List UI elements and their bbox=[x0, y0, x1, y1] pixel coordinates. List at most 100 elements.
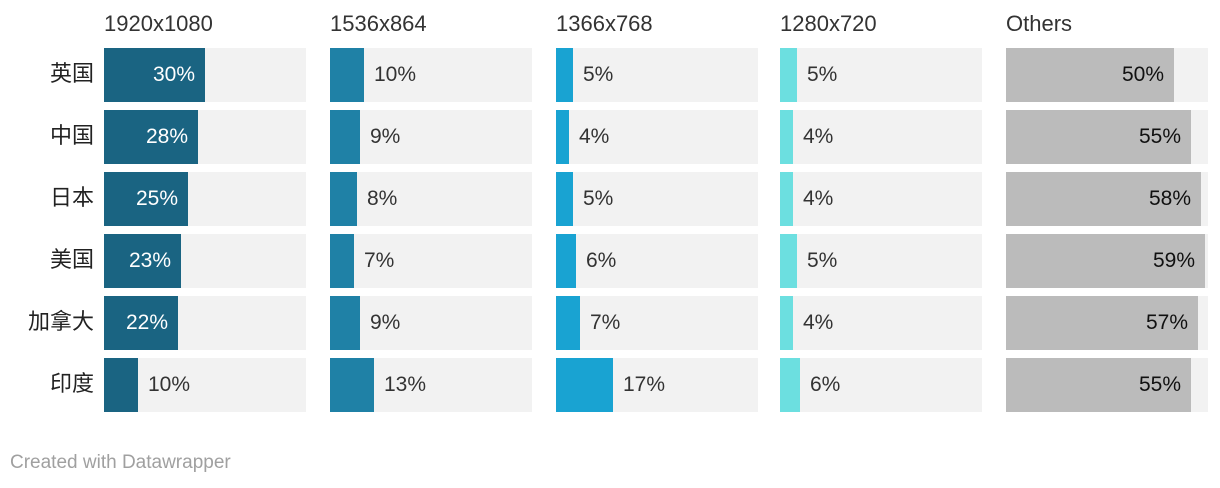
bar-value-label: 6% bbox=[810, 373, 841, 396]
column-header: 1536x864 bbox=[330, 11, 427, 36]
bar-value-label: 9% bbox=[370, 125, 401, 148]
bar bbox=[104, 48, 205, 102]
bar-value-label: 4% bbox=[803, 311, 834, 334]
bar-value-label: 23% bbox=[128, 249, 171, 272]
bar bbox=[1006, 358, 1191, 412]
bar-value-label: 6% bbox=[586, 249, 617, 272]
bar bbox=[104, 358, 138, 412]
bar-track: 50% bbox=[1006, 48, 1208, 102]
column-header: 1366x768 bbox=[556, 11, 653, 36]
bar-value-label: 25% bbox=[135, 187, 178, 210]
bar-value-label: 4% bbox=[803, 125, 834, 148]
row-label: 中国 bbox=[49, 124, 94, 149]
bar bbox=[780, 234, 797, 288]
column-header: 1280x720 bbox=[780, 11, 877, 36]
bar-track: 59% bbox=[1006, 234, 1208, 288]
bar-value-label: 9% bbox=[370, 311, 401, 334]
bar-track: 4% bbox=[780, 110, 982, 164]
bar bbox=[104, 110, 198, 164]
bar-value-label: 22% bbox=[125, 311, 168, 334]
bar bbox=[330, 172, 357, 226]
bar-value-label: 57% bbox=[1145, 311, 1188, 334]
bar-value-label: 55% bbox=[1138, 125, 1181, 148]
bar-track: 55% bbox=[1006, 110, 1208, 164]
bar-value-label: 7% bbox=[590, 311, 621, 334]
bar-value-label: 8% bbox=[367, 187, 398, 210]
bar-value-label: 10% bbox=[148, 373, 191, 396]
bar-value-label: 4% bbox=[803, 187, 834, 210]
bar bbox=[104, 234, 181, 288]
bar-track: 4% bbox=[556, 110, 758, 164]
bar-track: 5% bbox=[556, 172, 758, 226]
bar-track: 28% bbox=[104, 110, 306, 164]
bar-value-label: 17% bbox=[623, 373, 666, 396]
bar-track: 25% bbox=[104, 172, 306, 226]
bar-track: 13% bbox=[330, 358, 532, 412]
bar-track: 7% bbox=[556, 296, 758, 350]
bar bbox=[1006, 234, 1205, 288]
column-header: 1920x1080 bbox=[104, 11, 213, 36]
bar-track: 5% bbox=[556, 48, 758, 102]
bar-track: 10% bbox=[104, 358, 306, 412]
bar bbox=[330, 296, 360, 350]
bar-track: 6% bbox=[780, 358, 982, 412]
bar-value-label: 28% bbox=[145, 125, 188, 148]
bar-track: 22% bbox=[104, 296, 306, 350]
bar-value-label: 5% bbox=[807, 249, 838, 272]
bar bbox=[780, 358, 800, 412]
bar-value-label: 58% bbox=[1148, 187, 1191, 210]
bar-track: 5% bbox=[780, 234, 982, 288]
bar bbox=[556, 358, 613, 412]
row-label: 加拿大 bbox=[27, 310, 94, 335]
bar-track: 17% bbox=[556, 358, 758, 412]
bar-track: 9% bbox=[330, 296, 532, 350]
bar-value-label: 30% bbox=[152, 63, 195, 86]
bar bbox=[330, 48, 364, 102]
bar bbox=[556, 48, 573, 102]
bar-value-label: 5% bbox=[807, 63, 838, 86]
bar bbox=[1006, 172, 1201, 226]
bar-value-label: 13% bbox=[384, 373, 427, 396]
bar-track: 9% bbox=[330, 110, 532, 164]
bar bbox=[330, 358, 374, 412]
bar-value-label: 59% bbox=[1152, 249, 1195, 272]
credit-footer: Created with Datawrapper bbox=[10, 452, 231, 473]
bar bbox=[1006, 48, 1174, 102]
bar-value-label: 7% bbox=[364, 249, 395, 272]
bar bbox=[556, 296, 580, 350]
bar bbox=[104, 296, 178, 350]
row-label: 印度 bbox=[49, 372, 94, 397]
bar-track: 6% bbox=[556, 234, 758, 288]
bar-track: 57% bbox=[1006, 296, 1208, 350]
bar bbox=[330, 110, 360, 164]
bar-value-label: 4% bbox=[579, 125, 610, 148]
bar-track: 23% bbox=[104, 234, 306, 288]
bar bbox=[780, 296, 793, 350]
bar-track: 10% bbox=[330, 48, 532, 102]
bar bbox=[556, 234, 576, 288]
row-label: 英国 bbox=[49, 62, 94, 87]
bar-track: 5% bbox=[780, 48, 982, 102]
bar bbox=[1006, 296, 1198, 350]
bar-track: 58% bbox=[1006, 172, 1208, 226]
bar-track: 4% bbox=[780, 172, 982, 226]
bar bbox=[780, 110, 793, 164]
bar bbox=[104, 172, 188, 226]
bar bbox=[556, 110, 569, 164]
row-label: 美国 bbox=[49, 248, 94, 273]
bar-track: 30% bbox=[104, 48, 306, 102]
bar-value-label: 5% bbox=[583, 63, 614, 86]
bar bbox=[330, 234, 354, 288]
bar bbox=[556, 172, 573, 226]
bar-track: 4% bbox=[780, 296, 982, 350]
bar-track: 55% bbox=[1006, 358, 1208, 412]
bar bbox=[780, 48, 797, 102]
row-label: 日本 bbox=[49, 186, 94, 211]
column-header: Others bbox=[1006, 11, 1073, 36]
bar-value-label: 5% bbox=[583, 187, 614, 210]
bar-track: 8% bbox=[330, 172, 532, 226]
bar-track: 7% bbox=[330, 234, 532, 288]
bar bbox=[1006, 110, 1191, 164]
bar-value-label: 50% bbox=[1121, 63, 1164, 86]
